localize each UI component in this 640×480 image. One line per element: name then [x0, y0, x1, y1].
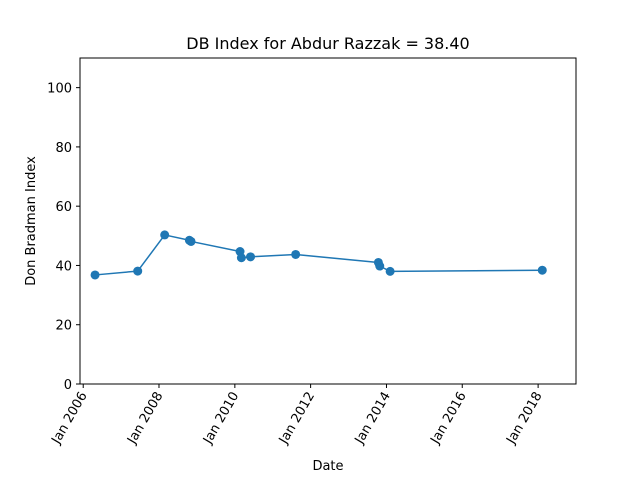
data-point [291, 249, 301, 259]
y-tick-label: 0 [64, 378, 72, 393]
data-point [186, 236, 196, 246]
y-tick-label: 60 [55, 200, 72, 215]
data-point [160, 230, 170, 240]
y-tick-label: 100 [47, 82, 72, 97]
y-tick-label: 80 [55, 141, 72, 156]
data-point [537, 265, 547, 275]
data-point [375, 261, 385, 271]
y-tick-label: 20 [55, 319, 72, 334]
data-point [236, 253, 246, 263]
data-point [385, 266, 395, 276]
x-axis-label: Date [312, 459, 343, 474]
data-point [133, 266, 143, 276]
y-axis: 0 20 40 60 80 100 [47, 82, 80, 393]
plot-frame [79, 57, 577, 385]
data-point [90, 270, 100, 280]
chart-title: DB Index for Abdur Razzak = 38.40 [186, 34, 469, 53]
data-point [246, 252, 256, 262]
plot-area [79, 57, 577, 385]
series-layer [90, 230, 547, 280]
y-tick-label: 40 [55, 259, 72, 274]
y-axis-label: Don Bradman Index [24, 156, 39, 286]
